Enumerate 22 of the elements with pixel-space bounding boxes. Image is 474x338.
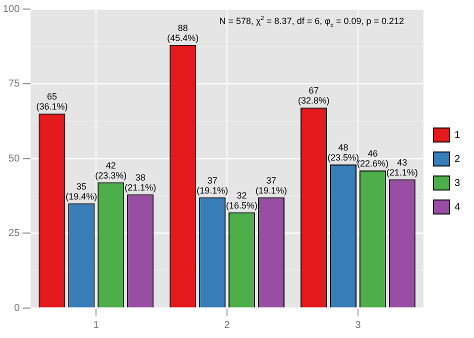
data-label: 37 (19.1%) xyxy=(196,175,228,196)
legend-label: 1 xyxy=(454,130,460,141)
legend-label: 3 xyxy=(454,178,460,189)
legend-label: 2 xyxy=(454,154,460,165)
data-label: 35 (19.4%) xyxy=(66,181,98,202)
data-label: 88 (45.4%) xyxy=(167,22,199,43)
data-label: 38 (21.1%) xyxy=(124,172,156,192)
data-label: 67 (32.8%) xyxy=(298,86,330,106)
y-tick-label: 0 xyxy=(14,302,20,314)
x-tick-label: 3 xyxy=(355,320,362,331)
x-tick-label: 1 xyxy=(93,320,100,331)
x-tick-label: 2 xyxy=(224,320,230,331)
y-tick-label: 100 xyxy=(2,4,20,15)
data-label: 48 (23.5%) xyxy=(327,142,360,162)
y-tick-label: 75 xyxy=(8,78,20,90)
legend-label: 4 xyxy=(454,202,460,213)
annotation: N = 578, χ$^{2}$ = 8.37, df = 6, φ$_{c}$ = 0.09, p = 0.212 xyxy=(219,16,404,29)
y-tick-label: 50 xyxy=(8,153,20,164)
data-label: 65 (36.1%) xyxy=(36,92,68,112)
y-tick-label: 25 xyxy=(8,228,20,239)
data-label: 37 (19.1%) xyxy=(255,175,288,196)
data-label: 42 (23.3%) xyxy=(95,160,127,180)
